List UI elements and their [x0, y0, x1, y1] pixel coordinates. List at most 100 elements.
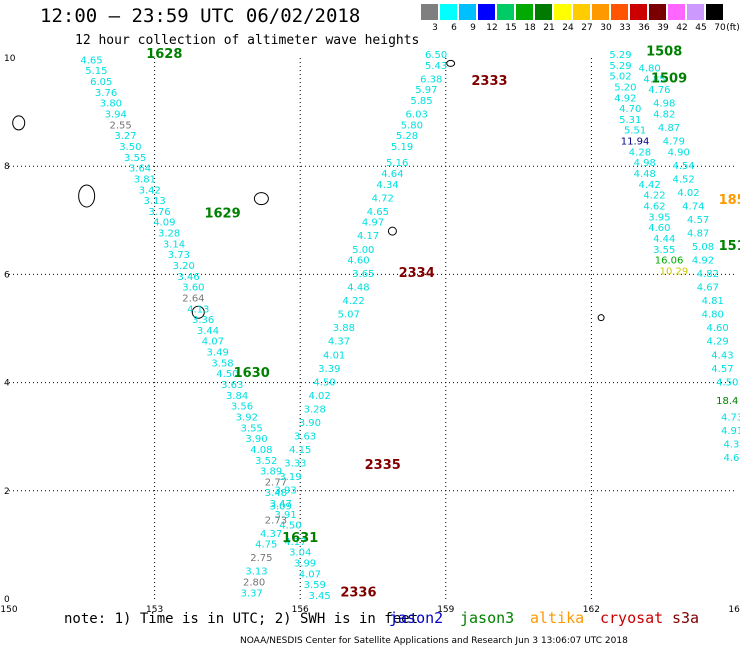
- color-scale-unit: (ft): [726, 23, 740, 33]
- swh-value: 4.13: [187, 304, 209, 315]
- swh-value: 3.80: [100, 99, 122, 110]
- color-scale-label: 12: [486, 23, 498, 33]
- pass-number: 1630: [234, 366, 270, 381]
- swh-value: 4.48: [634, 169, 656, 180]
- swh-value: 4.37: [260, 529, 282, 540]
- swh-value: 4.57: [687, 215, 709, 226]
- color-scale-label: 45: [695, 23, 707, 33]
- swh-value: 3.20: [173, 261, 195, 272]
- swh-value: 5.07: [338, 310, 360, 321]
- swh-value: 6.03: [406, 110, 428, 121]
- swh-value: 3.39: [318, 364, 340, 375]
- footnote: note: 1) Time is in UTC; 2) SWH is in fe…: [64, 611, 419, 627]
- swh-value: 4.34: [376, 180, 398, 191]
- swh-value: 4.76: [648, 85, 670, 96]
- swh-value: 4.22: [643, 191, 665, 202]
- pass-number: 151: [719, 239, 740, 254]
- swh-value: 4.02: [308, 391, 330, 402]
- swh-value: 4.65: [367, 207, 389, 218]
- swh-value: 3.19: [279, 472, 301, 483]
- swh-value: 4.50: [279, 521, 301, 532]
- lon-tick-label: 156: [292, 605, 309, 615]
- color-swatch: [440, 4, 458, 20]
- island-outline: [253, 192, 269, 206]
- color-scale-label: 30: [600, 23, 612, 33]
- swh-value: 3.81: [134, 174, 156, 185]
- swh-value: 3.48: [265, 488, 287, 499]
- swh-value: 3.90: [299, 418, 321, 429]
- axis-ticks: 150 153 156 159 162 165 0 2 4 6 8 10: [0, 54, 740, 615]
- swh-value: 4.50: [216, 369, 238, 380]
- swh-value: 3.49: [207, 348, 229, 359]
- color-scale-label: 9: [470, 23, 476, 33]
- swh-value: 4.82: [697, 269, 719, 280]
- swh-value: 5.29: [609, 50, 631, 61]
- island-outline: [191, 305, 205, 319]
- swh-value: 4.54: [672, 161, 694, 172]
- lon-tick-label: 150: [0, 605, 17, 615]
- swh-value: 3.93: [275, 486, 297, 497]
- swh-value: 4.79: [663, 137, 685, 148]
- swh-value: 4.72: [372, 193, 394, 204]
- pass-number: 185: [719, 193, 740, 208]
- island-outlines: [12, 59, 605, 322]
- swh-value: 4.17: [284, 537, 306, 548]
- swh-value: 4.44: [653, 234, 675, 245]
- color-scale-label: 24: [562, 23, 574, 33]
- swh-value: 3.13: [245, 567, 267, 578]
- swh-value: 4.60: [347, 256, 369, 267]
- swh-value: 2.64: [182, 293, 204, 304]
- chart-subtitle: 12 hour collection of altimeter wave hei…: [75, 33, 420, 48]
- swh-value: 4.97: [362, 218, 384, 229]
- color-scale-label: 39: [657, 23, 669, 33]
- swh-value: 4.82: [653, 110, 675, 121]
- swh-value: 5.20: [614, 82, 636, 93]
- swh-value: 3.42: [139, 185, 161, 196]
- swh-value: 4.62: [643, 201, 665, 212]
- swh-value: 2.75: [250, 553, 272, 564]
- swh-value: 5.51: [624, 126, 646, 137]
- swh-value: 18.4: [716, 396, 738, 407]
- swh-value: 4.80: [639, 64, 661, 75]
- swh-value: 4.52: [672, 174, 694, 185]
- swh-value: 4.74: [682, 201, 704, 212]
- swh-value: 11.94: [621, 137, 650, 148]
- color-swatch: [535, 4, 553, 20]
- swh-value: 3.76: [148, 207, 170, 218]
- swh-value: 3.94: [105, 110, 127, 121]
- swh-value: 3.44: [197, 326, 219, 337]
- lon-tick-label: 159: [437, 605, 454, 615]
- swh-value: 3.47: [270, 499, 292, 510]
- color-swatch: [459, 4, 477, 20]
- pass-number: 1629: [204, 207, 240, 222]
- swh-value: 3.13: [143, 196, 165, 207]
- swh-value: 4.73: [721, 412, 740, 423]
- swh-value: 4.67: [697, 283, 719, 294]
- pass-number: 1508: [646, 44, 682, 59]
- swh-value: 3.99: [294, 559, 316, 570]
- swh-value: 4.60: [706, 323, 728, 334]
- swh-value: 4.28: [629, 147, 651, 158]
- lat-tick-label: 6: [4, 270, 10, 280]
- credit-line: NOAA/NESDIS Center for Satellite Applica…: [240, 636, 628, 646]
- swh-value: 3.55: [124, 153, 146, 164]
- grid-lines: [9, 58, 737, 599]
- swh-value: 3.58: [211, 358, 233, 369]
- swh-value: 5.08: [692, 242, 714, 253]
- swh-value: 16.06: [655, 256, 684, 267]
- lon-tick-label: 153: [146, 605, 163, 615]
- swh-value: 4.61: [723, 453, 740, 464]
- island-outline: [12, 115, 26, 131]
- swh-value: 3.92: [236, 412, 258, 423]
- swh-value: 3.76: [95, 88, 117, 99]
- swh-value: 6.38: [420, 74, 442, 85]
- swh-value: 3.65: [352, 269, 374, 280]
- swh-value: 3.04: [289, 548, 311, 559]
- swh-value: 3.95: [648, 212, 670, 223]
- swh-value: 4.37: [328, 337, 350, 348]
- swh-value: 2.80: [243, 577, 265, 588]
- pass-number: 2333: [471, 74, 507, 89]
- lon-tick-label: 165: [728, 605, 740, 615]
- swh-value: 3.28: [158, 229, 180, 240]
